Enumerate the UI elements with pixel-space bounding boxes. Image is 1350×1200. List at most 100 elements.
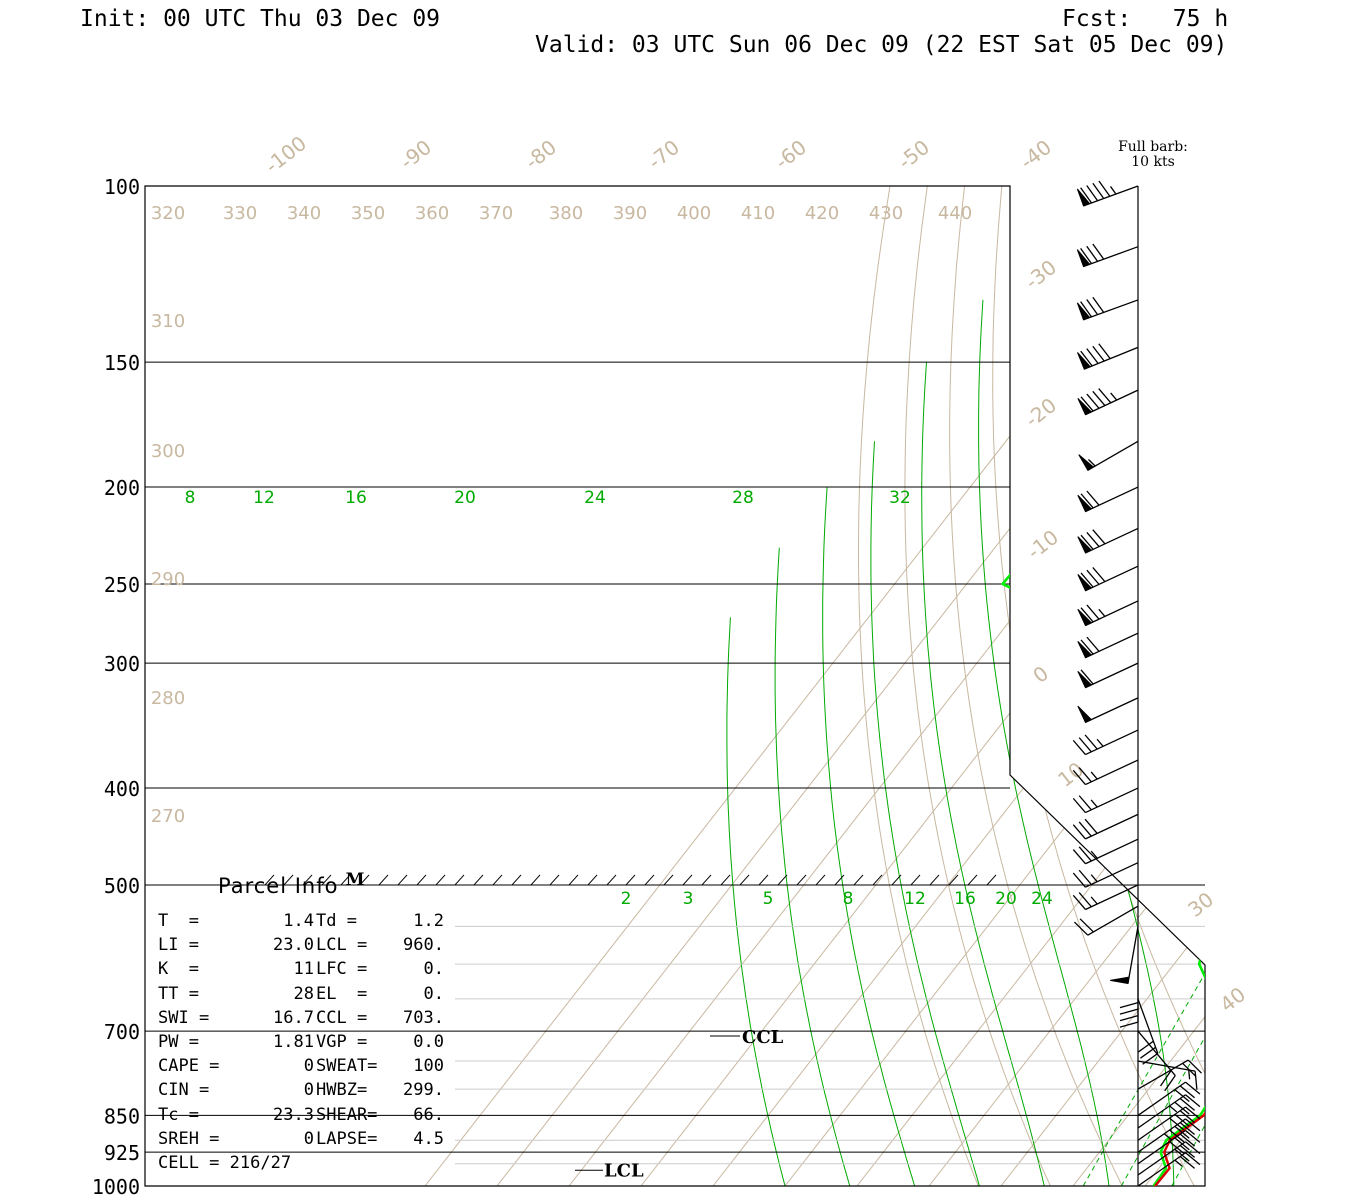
wind-barb-shaft	[1137, 1106, 1186, 1141]
parcel-param-label: LCL =	[316, 935, 368, 956]
valid-time: Valid: 03 UTC Sun 06 Dec 09 (22 EST Sat …	[535, 32, 1228, 58]
isotherm-label: 0	[1028, 661, 1053, 688]
wind-barb-feather	[1084, 818, 1098, 834]
moist-adiabat-line	[774, 547, 851, 1186]
mixing-ratio-line	[1265, 885, 1350, 1186]
isotherm-line	[568, 186, 1205, 1186]
isotherm-label: -20	[1020, 393, 1061, 432]
dry-adiabat-line	[904, 186, 1051, 1186]
wind-barb-feather	[1185, 1152, 1201, 1166]
wind-barb-shaft	[1085, 632, 1139, 659]
wind-barb-shaft	[1127, 926, 1139, 984]
wind-barb-feather	[1169, 1117, 1185, 1131]
wind-barb-feather	[1086, 348, 1099, 364]
wind-barb-feather	[1179, 1155, 1196, 1169]
wind-barb-feather	[1086, 299, 1099, 316]
wind-barb-flag	[1076, 249, 1091, 268]
mixing-ratio-lines	[726, 186, 1350, 1186]
hatch-mark	[891, 874, 902, 886]
parcel-param-value: 11	[293, 959, 314, 980]
mixing-ratio-label: 20	[995, 889, 1017, 909]
isotherm-label: -40	[1015, 135, 1056, 174]
wind-barb-shaft	[1085, 759, 1139, 786]
wind-barb-feather	[1080, 607, 1094, 623]
theta-label: 430	[869, 203, 903, 224]
wind-barb	[1072, 838, 1139, 865]
wind-barb-feather	[1092, 529, 1106, 545]
wind-barb-shaft	[1137, 1152, 1186, 1187]
mixing-ratio-label: 16	[345, 488, 367, 508]
wind-barb-feather	[1078, 767, 1092, 783]
barb-legend-line2: 10 kts	[1131, 154, 1175, 170]
wind-barb-shaft	[1085, 389, 1139, 416]
wind-barb-feather	[1185, 1118, 1201, 1132]
wind-barb-shaft	[1085, 600, 1139, 627]
hatch-mark	[872, 874, 883, 886]
wind-barb-feather	[1072, 739, 1086, 756]
isotherm-label: -90	[395, 135, 436, 174]
wind-barb-shaft	[1085, 838, 1139, 865]
hatch-mark	[948, 874, 959, 886]
isotherm-line	[856, 186, 1205, 1186]
parcel-param-label: Tc =	[158, 1104, 199, 1125]
wind-barb-flag	[1077, 574, 1093, 592]
wind-barb-feather	[1080, 248, 1093, 265]
wind-barb-feather	[1072, 894, 1086, 910]
wind-barb	[1072, 787, 1139, 814]
lcl-label: LCL	[604, 1160, 644, 1181]
wind-barb-feather	[1086, 569, 1100, 585]
wind-barb-feather	[1073, 921, 1089, 936]
parcel-param-label: LAPSE=	[316, 1128, 378, 1149]
wind-barb-feather	[1119, 1008, 1139, 1015]
wind-barb-shaft	[1085, 565, 1139, 592]
isotherm-label: 40	[1215, 982, 1250, 1017]
hatch-mark	[568, 874, 579, 886]
frame-outline	[144, 185, 1206, 1187]
wind-barb-feather	[1098, 388, 1112, 404]
wind-barb-half-feather	[1090, 850, 1098, 859]
parcel-param-label: CAPE =	[158, 1056, 220, 1077]
wind-barb-feather	[1092, 296, 1105, 313]
pressure-label: 850	[104, 1104, 140, 1128]
wind-barb-feather	[1185, 1141, 1201, 1155]
mixing-ratio-label: 12	[253, 488, 275, 508]
wind-barb-flag	[1077, 705, 1093, 724]
wind-barb-feather	[1174, 1113, 1190, 1127]
wind-barb-shaft	[1085, 787, 1139, 814]
sounding-profiles	[1001, 186, 1205, 1186]
wind-barb-feather	[1185, 1094, 1201, 1108]
parcel-param-label: T =	[158, 911, 199, 931]
theta-label: 380	[549, 203, 583, 224]
wind-barb-feather	[1080, 669, 1094, 685]
hatch-mark	[302, 874, 313, 886]
wind-barb-shaft	[1085, 697, 1139, 723]
barb-legend-line1: Full barb:	[1118, 139, 1188, 155]
hatch-mark	[340, 874, 351, 886]
dry-adiabat-line	[858, 186, 979, 1186]
wind-barb	[1137, 1060, 1198, 1090]
wind-barb-shaft	[1085, 527, 1139, 554]
wind-barb-shaft	[1085, 729, 1139, 756]
isotherm-line	[928, 186, 1205, 1186]
wind-barb-flag	[1077, 397, 1093, 416]
wind-barb-feather	[1185, 1106, 1201, 1120]
moist-adiabat-line	[1258, 186, 1348, 1186]
wind-barb-feather	[1080, 639, 1094, 655]
parcel-param-value: 0	[303, 1128, 314, 1149]
wind-barb-shaft	[1085, 862, 1139, 888]
wind-barb-feather	[1080, 493, 1094, 509]
parcel-param-value: 16.7	[273, 1007, 314, 1028]
wind-barb-feather	[1185, 1129, 1201, 1143]
wind-barb-shaft	[1137, 1118, 1186, 1153]
hatch-mark	[454, 874, 465, 886]
mixing-ratio-label: 12	[904, 889, 926, 909]
wind-barb-flag	[1076, 188, 1091, 207]
forecast-hour: Fcst: 75 h	[1062, 6, 1229, 32]
wind-barb	[1077, 697, 1139, 724]
parcel-param-label: CELL = 216/27	[158, 1153, 292, 1173]
mixing-ratio-label: 20	[454, 488, 476, 508]
wind-barb-feather	[1072, 824, 1086, 840]
parcel-info-row: CELL = 216/27	[158, 1155, 686, 1172]
background-lines	[424, 186, 1205, 1186]
moist-adiabat-line	[1046, 227, 1175, 1186]
